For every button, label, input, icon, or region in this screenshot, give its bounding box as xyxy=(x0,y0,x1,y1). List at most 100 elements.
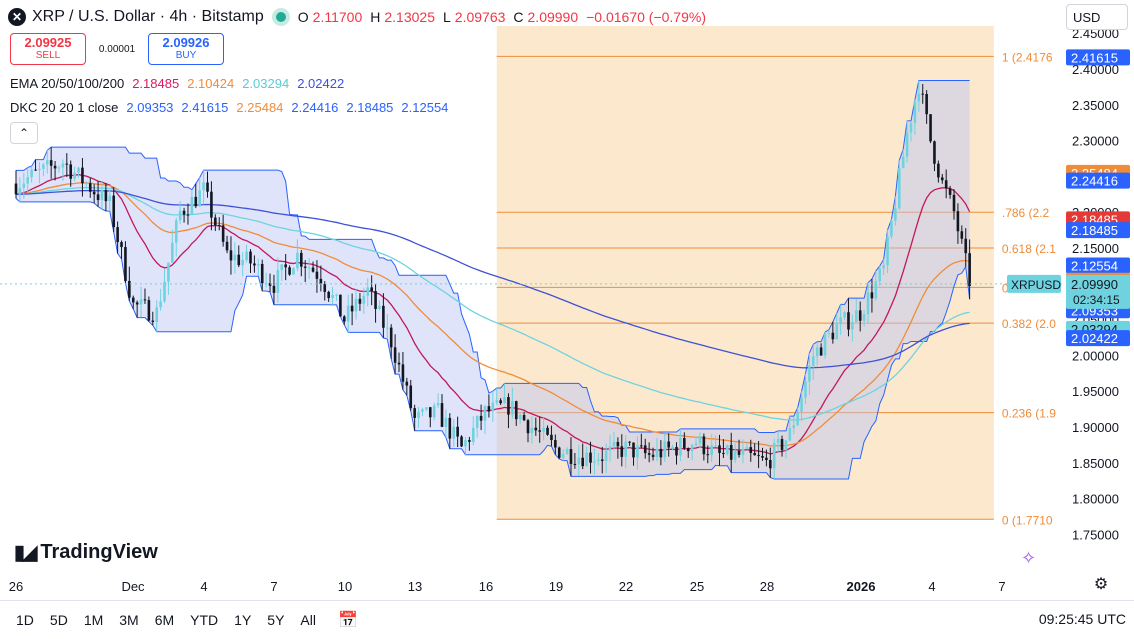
y-tick-8: 2.15000 xyxy=(1072,241,1119,256)
candle-body-209 xyxy=(831,332,835,340)
candle-body-118 xyxy=(475,415,479,428)
timeframe-1y[interactable]: 1Y xyxy=(234,612,252,628)
timeframe-5d[interactable]: 5D xyxy=(49,612,68,628)
candle-body-208 xyxy=(827,332,831,334)
candle-body-133 xyxy=(534,427,538,431)
timeframe-6m[interactable]: 6M xyxy=(154,612,175,628)
candle-body-6 xyxy=(38,168,41,171)
candle-body-199 xyxy=(792,425,796,429)
candle-body-150 xyxy=(600,459,604,461)
candle-body-86 xyxy=(350,305,354,312)
candle-body-22 xyxy=(100,190,104,201)
ohlc-low: 2.09763 xyxy=(454,9,506,25)
candle-body-180 xyxy=(718,445,721,453)
chevron-up-icon[interactable]: ⌃ xyxy=(10,122,38,144)
candle-body-134 xyxy=(538,430,542,432)
candle-body-146 xyxy=(585,452,588,467)
candle-body-108 xyxy=(436,403,440,406)
candle-body-90 xyxy=(366,287,370,296)
candle-body-9 xyxy=(49,160,53,166)
dkc-value-4: 2.24416 xyxy=(291,100,339,115)
sparkle-icon[interactable]: ✧ xyxy=(1021,548,1037,568)
candle-body-154 xyxy=(616,441,620,447)
candle-body-147 xyxy=(589,452,592,463)
candle-body-211 xyxy=(839,317,842,325)
timeframe-1m[interactable]: 1M xyxy=(83,612,104,628)
timeframe-1d[interactable]: 1D xyxy=(16,612,34,628)
buy-button[interactable]: 2.09926 BUY xyxy=(148,33,224,65)
candle-body-31 xyxy=(135,302,139,305)
candle-body-207 xyxy=(823,333,827,356)
candle-body-112 xyxy=(452,426,456,439)
sell-button[interactable]: 2.09925 SELL xyxy=(10,33,86,65)
candle-body-226 xyxy=(897,168,901,209)
candle-body-15 xyxy=(73,172,76,179)
x-tick-7: 19 xyxy=(549,579,563,594)
fib-label-5: 0.236 (1.9 xyxy=(1002,407,1056,421)
candle-body-1 xyxy=(18,187,22,195)
candle-body-18 xyxy=(85,183,88,185)
x-tick-9: 25 xyxy=(690,579,704,594)
candle-body-96 xyxy=(389,327,393,348)
candle-body-193 xyxy=(769,460,772,469)
ema-200-value: 2.02422 xyxy=(297,76,345,91)
candle-body-176 xyxy=(702,436,706,455)
candle-body-75 xyxy=(307,267,311,269)
candle-body-181 xyxy=(722,452,725,454)
candle-body-49 xyxy=(206,182,209,192)
tradingview-logo[interactable]: ▮◢ TradingView xyxy=(14,540,158,565)
candle-body-205 xyxy=(815,347,819,357)
xrp-logo-icon[interactable]: ✕ xyxy=(8,8,26,26)
candle-body-103 xyxy=(417,411,420,418)
chart-header: ✕ XRP / U.S. Dollar · 4h · Bitstamp O 2.1… xyxy=(8,6,710,28)
candle-body-161 xyxy=(643,445,647,454)
candle-body-191 xyxy=(761,455,764,458)
candle-body-233 xyxy=(925,94,928,115)
candle-body-115 xyxy=(464,440,467,447)
candle-body-105 xyxy=(425,407,428,410)
candle-body-56 xyxy=(233,254,237,261)
candle-body-227 xyxy=(901,156,905,169)
candle-body-237 xyxy=(940,177,944,181)
candle-body-48 xyxy=(202,182,205,191)
dkc-legend[interactable]: DKC 20 20 1 close 2.09353 2.41615 2.2548… xyxy=(10,100,449,115)
x-tick-0: 26 xyxy=(9,579,23,594)
candle-body-184 xyxy=(733,450,737,460)
symbol-title[interactable]: XRP / U.S. Dollar · 4h · Bitstamp xyxy=(32,8,264,25)
price-chart[interactable]: 1 (2.4176 .786 (2.2 0.618 (2.1 0 0.382 (2.0 0… xyxy=(0,0,1134,600)
timeframe-5y[interactable]: 5Y xyxy=(267,612,285,628)
ema-legend[interactable]: EMA 20/50/100/200 2.18485 2.10424 2.0329… xyxy=(10,76,345,91)
candle-body-59 xyxy=(245,251,248,260)
ohlc-close: 2.09990 xyxy=(527,9,579,25)
ohlc-values: O 2.11700 H 2.13025 L 2.09763 C 2.09990 −0.0… xyxy=(297,9,710,25)
y-tick-11: 2.30000 xyxy=(1072,134,1119,149)
candle-body-152 xyxy=(608,446,612,451)
candle-body-213 xyxy=(847,312,850,330)
candle-body-16 xyxy=(77,167,80,173)
calendar-icon[interactable]: 📅 xyxy=(337,612,358,629)
gear-icon[interactable]: ⚙ xyxy=(1093,576,1109,593)
bottom-toolbar: 1D 5D 1M 3M 6M YTD 1Y 5Y All 📅 09:25:45 … xyxy=(0,600,1134,639)
ema-label: EMA 20/50/100/200 xyxy=(10,76,125,91)
candle-body-190 xyxy=(757,455,760,457)
symbol-tag-bg xyxy=(1007,274,1061,293)
candle-body-27 xyxy=(120,242,123,248)
y-tick-2: 1.85000 xyxy=(1072,456,1119,471)
utc-clock[interactable]: 09:25:45 UTC xyxy=(1038,611,1126,627)
timeframe-3m[interactable]: 3M xyxy=(119,612,139,628)
fib-label-1: .786 (2.2 xyxy=(1002,206,1050,220)
candle-body-129 xyxy=(518,414,522,420)
timeframe-ytd[interactable]: YTD xyxy=(190,612,219,628)
candle-body-77 xyxy=(315,271,319,279)
candle-body-206 xyxy=(819,347,823,356)
candle-body-242 xyxy=(960,231,964,239)
timeframe-all[interactable]: All xyxy=(300,612,316,628)
candle-body-174 xyxy=(694,443,698,446)
logo-text: TradingView xyxy=(40,541,158,563)
candle-body-138 xyxy=(554,440,557,448)
candle-body-128 xyxy=(514,401,518,420)
candle-body-21 xyxy=(96,194,100,201)
currency-selector[interactable]: USD xyxy=(1066,4,1128,30)
candle-body-141 xyxy=(565,449,569,454)
tradingview-mark-icon: ▮◢ xyxy=(14,542,37,564)
